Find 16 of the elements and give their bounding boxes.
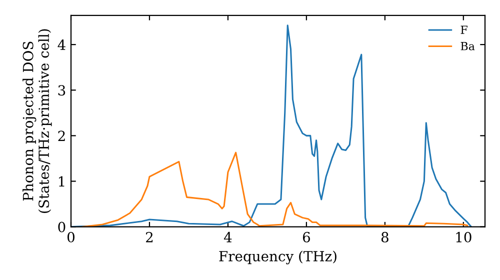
y-tick-label: 4 — [58, 40, 66, 50]
x-tick-label: 4 — [224, 232, 232, 242]
y-tick-label: 1 — [58, 176, 64, 187]
y-axis-title: Phonon projected DOS (States/THz·primitive cell) — [22, 29, 52, 213]
line-series — [82, 152, 468, 227]
y-tick-label: 0 — [58, 222, 66, 232]
x-axis-title: Frequency (THz) — [219, 250, 336, 264]
legend-label: F — [460, 26, 468, 34]
y-tick-label: 2 — [58, 130, 65, 141]
x-tick-label: 10 — [456, 232, 472, 242]
x-tick-label: 2 — [146, 232, 153, 242]
legend-label: Ba — [460, 42, 475, 50]
x-tick-label: 0 — [67, 232, 74, 242]
x-tick-label: 8 — [381, 232, 388, 242]
y-tick-label: 3 — [58, 85, 66, 96]
x-tick-label: 6 — [302, 232, 310, 242]
